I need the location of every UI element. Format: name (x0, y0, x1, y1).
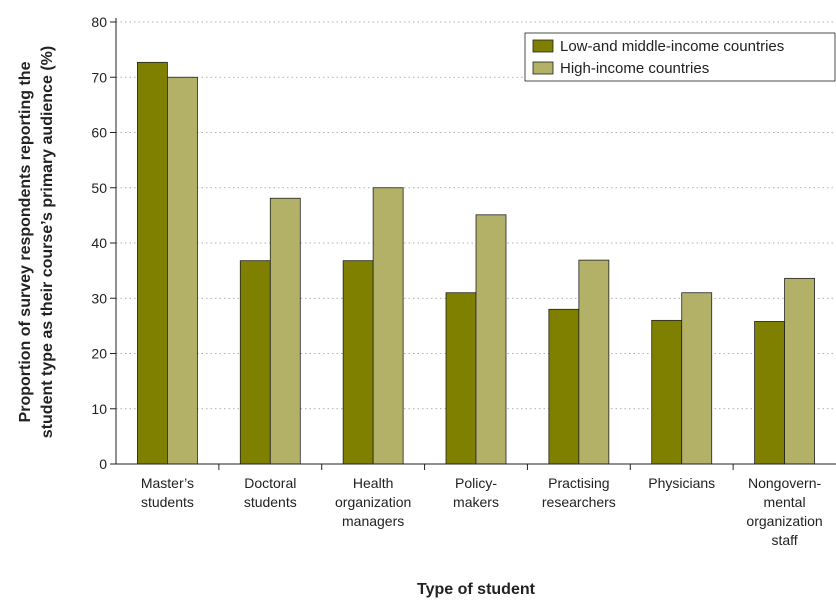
x-category-label-line: staff (771, 532, 797, 548)
legend-label-low-middle-income: Low-and middle-income countries (560, 38, 784, 55)
undefined (578, 259, 610, 465)
x-category-label: Policy-makers (453, 475, 499, 510)
x-category-label: Nongovern-mental organization staff (746, 475, 822, 548)
legend: Low-and middle-income countries High-inc… (524, 32, 836, 82)
x-category-label-line: students (141, 494, 194, 510)
x-category-label-line: managers (342, 513, 404, 529)
y-tick-label: 70 (91, 69, 107, 85)
legend-swatch-high-income (532, 61, 554, 75)
x-axis: Master’s students Doctoral students Health or… (116, 463, 836, 548)
x-category-label-line: students (244, 494, 297, 510)
undefined (681, 292, 713, 465)
undefined (137, 61, 168, 465)
undefined (548, 308, 580, 465)
undefined (754, 321, 785, 465)
y-tick-label: 60 (91, 125, 107, 141)
undefined (475, 214, 507, 465)
x-category-label-line: Doctoral (244, 475, 296, 491)
legend-frame (524, 32, 836, 82)
undefined (239, 260, 271, 465)
x-category-label: Doctoral students (244, 475, 297, 510)
y-tick-label: 20 (91, 346, 107, 362)
x-category-label: Health organization managers (335, 475, 411, 529)
undefined (167, 76, 198, 465)
y-tick-label: 40 (91, 235, 107, 251)
y-tick-label: 10 (91, 401, 107, 417)
x-category-label-line: Nongovern- (748, 475, 821, 491)
undefined (342, 260, 374, 465)
x-category-label: Master’s students (141, 475, 194, 510)
y-axis-title-line-2: student type as their course’s primary a… (39, 46, 56, 438)
y-axis-title: Proportion of survey respondents reporti… (17, 46, 56, 438)
y-axis-title-line-1: Proportion of survey respondents reporti… (17, 61, 34, 422)
bars (137, 61, 815, 465)
x-axis-title: Type of student (417, 581, 536, 598)
undefined (269, 197, 301, 465)
x-category-label-line: researchers (542, 494, 616, 510)
y-tick-label: 0 (99, 456, 107, 472)
x-category-label-line: Health (353, 475, 393, 491)
undefined (372, 187, 404, 465)
x-category-label-line: organization (335, 494, 411, 510)
y-axis: 0 10 20 30 40 50 60 70 80 (91, 14, 117, 472)
x-category-label-line: Policy- (455, 475, 497, 491)
y-tick-label: 80 (91, 14, 107, 30)
x-category-label-line: organization (746, 513, 822, 529)
x-category-label-line: mental (764, 494, 806, 510)
legend-swatch-low-middle-income (532, 39, 554, 53)
x-category-label-line: Master’s (141, 475, 194, 491)
x-category-label-line: Practising (548, 475, 609, 491)
undefined (784, 277, 815, 465)
x-category-label: Practising researchers (542, 475, 616, 510)
x-category-label-line: makers (453, 494, 499, 510)
legend-label-high-income: High-income countries (560, 60, 709, 77)
y-tick-label: 30 (91, 290, 107, 306)
y-tick-label: 50 (91, 180, 107, 196)
undefined (651, 319, 683, 465)
undefined (445, 292, 477, 465)
x-category-label-line: Physicians (648, 475, 715, 491)
x-category-label: Physicians (648, 475, 715, 491)
